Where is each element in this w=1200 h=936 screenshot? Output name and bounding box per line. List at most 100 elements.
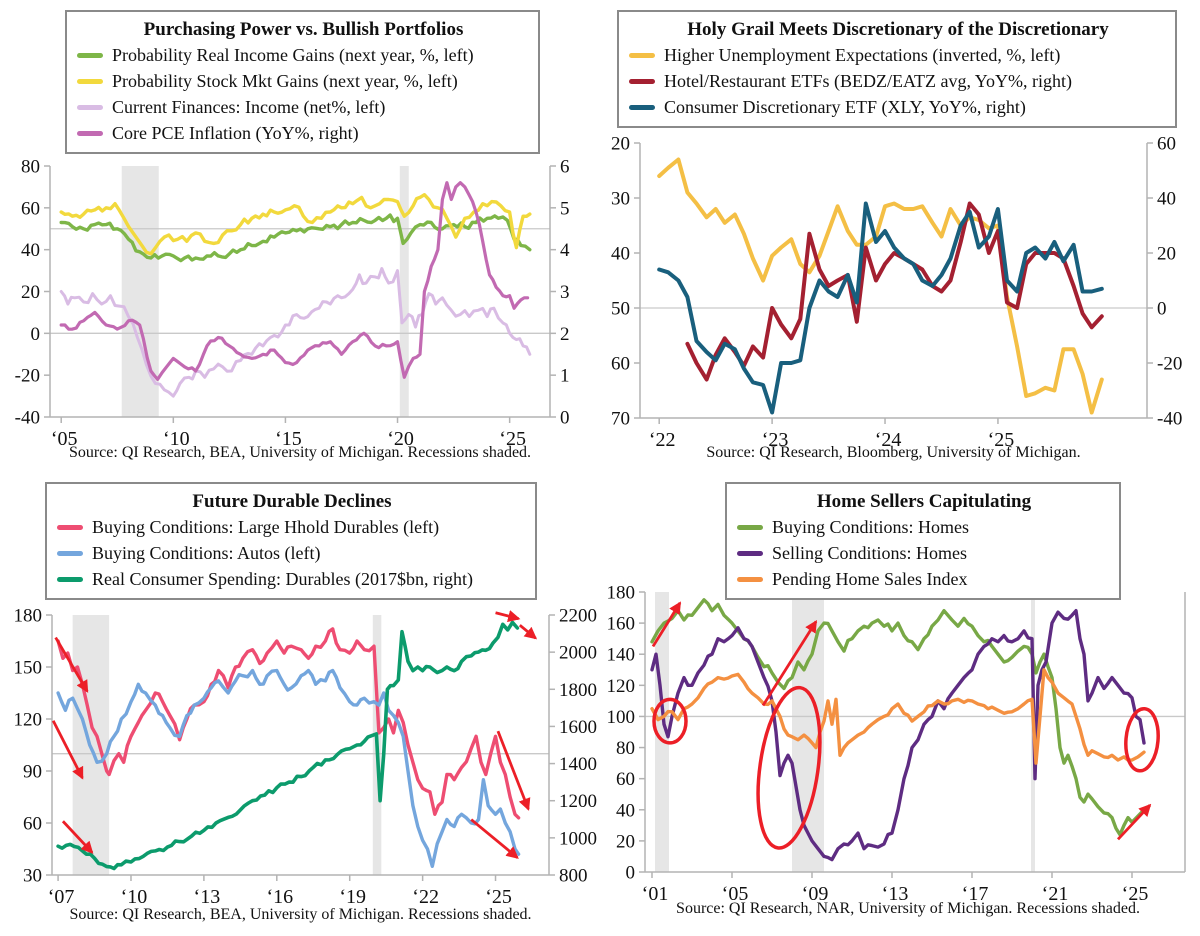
legend-label: Hotel/Restaurant ETFs (BEDZ/EATZ avg, Yo…	[664, 71, 1072, 91]
chart-title: Future Durable Declines	[192, 491, 392, 512]
svg-text:-20: -20	[1157, 354, 1182, 375]
svg-text:‘07: ‘07	[48, 886, 75, 908]
chart-panel-purchasing-power: Purchasing Power vs. Bullish Portfolios …	[0, 0, 600, 468]
legend-swatch-icon	[737, 576, 763, 582]
svg-text:50: 50	[611, 299, 630, 320]
legend-label: Selling Conditions: Homes	[772, 543, 968, 563]
legend-label: Probability Stock Mkt Gains (next year, …	[112, 71, 458, 91]
legend-item: Buying Conditions: Large Hhold Durables …	[57, 514, 527, 540]
svg-text:20: 20	[611, 134, 630, 155]
svg-text:‘23: ‘23	[762, 429, 789, 451]
svg-text:‘10: ‘10	[121, 886, 148, 908]
svg-text:‘09: ‘09	[802, 883, 829, 905]
svg-text:‘20: ‘20	[387, 428, 414, 450]
svg-text:0: 0	[626, 863, 636, 884]
svg-text:‘22: ‘22	[649, 429, 676, 451]
legend-label: Buying Conditions: Large Hhold Durables …	[92, 517, 440, 537]
legend-swatch-icon	[737, 550, 763, 556]
svg-text:2200: 2200	[559, 606, 597, 627]
svg-text:0: 0	[560, 408, 570, 429]
legend-box: Purchasing Power vs. Bullish Portfolios …	[65, 10, 540, 154]
svg-text:120: 120	[607, 676, 636, 697]
svg-text:20: 20	[21, 282, 40, 303]
chart-canvas: 80 60 40 20 0 -20 -40 6 5 4 3 2 1 0 ‘05 ‘10 ‘15 ‘20 ‘25	[15, 157, 570, 451]
svg-text:‘25: ‘25	[1122, 883, 1149, 905]
source-note: Source: QI Research, Bloomberg, Universi…	[706, 444, 1081, 461]
legend-label: Consumer Discretionary ETF (XLY, YoY%, r…	[664, 97, 1026, 117]
svg-text:60: 60	[1157, 134, 1176, 155]
svg-text:6: 6	[560, 157, 570, 178]
svg-text:‘25: ‘25	[485, 886, 512, 908]
legend-item: Buying Conditions: Autos (left)	[57, 540, 527, 566]
svg-text:100: 100	[607, 707, 636, 728]
svg-text:80: 80	[21, 157, 40, 178]
svg-text:40: 40	[611, 244, 630, 265]
svg-text:60: 60	[616, 769, 635, 790]
legend-swatch-icon	[57, 524, 83, 530]
svg-text:‘13: ‘13	[194, 886, 221, 908]
svg-text:60: 60	[23, 814, 42, 835]
legend-label: Probability Real Income Gains (next year…	[112, 45, 474, 65]
svg-text:2: 2	[560, 324, 570, 345]
legend-items: Higher Unemployment Expectations (invert…	[629, 42, 1167, 120]
legend-item: Hotel/Restaurant ETFs (BEDZ/EATZ avg, Yo…	[629, 68, 1167, 94]
chart-panel-future-durable: Future Durable Declines Buying Condition…	[0, 468, 600, 936]
legend-item: Probability Real Income Gains (next year…	[77, 42, 530, 68]
svg-text:60: 60	[21, 198, 40, 219]
legend-box: Future Durable Declines Buying Condition…	[45, 482, 537, 600]
svg-text:5: 5	[560, 198, 570, 219]
svg-text:90: 90	[23, 762, 42, 783]
legend-item: Selling Conditions: Homes	[737, 540, 1111, 566]
svg-text:0: 0	[31, 324, 41, 345]
svg-text:‘24: ‘24	[875, 429, 902, 451]
legend-swatch-icon	[629, 78, 655, 84]
source-note: Source: QI Research, BEA, University of …	[69, 906, 532, 923]
svg-text:2000: 2000	[559, 643, 597, 664]
legend-swatch-icon	[57, 550, 83, 556]
chart-canvas: 180 160 140 120 100 80 60 40 20 0 ‘01 ‘05 ‘09 ‘13 ‘17 ‘…	[607, 583, 1186, 905]
svg-text:180: 180	[607, 583, 636, 604]
svg-text:1200: 1200	[559, 791, 597, 812]
legend-swatch-icon	[57, 576, 83, 582]
legend-items: Buying Conditions: Large Hhold Durables …	[57, 514, 527, 592]
legend-swatch-icon	[77, 78, 103, 84]
legend-label: Buying Conditions: Homes	[772, 517, 970, 537]
svg-text:30: 30	[611, 189, 630, 210]
svg-text:180: 180	[14, 606, 43, 627]
svg-text:80: 80	[616, 738, 635, 759]
svg-text:‘25: ‘25	[988, 429, 1015, 451]
legend-label: Real Consumer Spending: Durables (2017$b…	[92, 569, 473, 589]
legend-item: Core PCE Inflation (YoY%, right)	[77, 120, 530, 146]
legend-swatch-icon	[77, 104, 103, 110]
svg-text:1000: 1000	[559, 828, 597, 849]
svg-text:‘21: ‘21	[1042, 883, 1069, 905]
chart-title: Purchasing Power vs. Bullish Portfolios	[143, 19, 464, 40]
legend-swatch-icon	[629, 52, 655, 58]
svg-text:‘15: ‘15	[275, 428, 302, 450]
svg-text:‘01: ‘01	[642, 883, 669, 905]
legend-box: Holy Grail Meets Discretionary of the Di…	[617, 10, 1177, 128]
svg-text:‘16: ‘16	[266, 886, 293, 908]
legend-item: Current Finances: Income (net%, left)	[77, 94, 530, 120]
svg-text:1800: 1800	[559, 680, 597, 701]
svg-text:‘25: ‘25	[499, 428, 526, 450]
svg-text:120: 120	[14, 710, 43, 731]
svg-text:1600: 1600	[559, 717, 597, 738]
legend-item: Probability Stock Mkt Gains (next year, …	[77, 68, 530, 94]
chart-canvas: 180 150 120 90 60 30 2200 2000 1800 1600 1400 1200 1…	[14, 606, 598, 909]
chart-panel-home-sellers: Home Sellers Capitulating Buying Conditi…	[600, 468, 1200, 936]
svg-text:-40: -40	[1157, 409, 1182, 430]
svg-text:‘13: ‘13	[882, 883, 909, 905]
legend-label: Core PCE Inflation (YoY%, right)	[112, 123, 359, 143]
legend-label: Higher Unemployment Expectations (invert…	[664, 45, 1061, 65]
svg-text:160: 160	[607, 614, 636, 635]
svg-text:40: 40	[21, 240, 40, 261]
legend-label: Current Finances: Income (net%, left)	[112, 97, 386, 117]
svg-text:‘05: ‘05	[722, 883, 749, 905]
svg-text:60: 60	[611, 354, 630, 375]
legend-swatch-icon	[737, 524, 763, 530]
svg-text:3: 3	[560, 282, 570, 303]
svg-text:0: 0	[1157, 299, 1167, 320]
svg-text:40: 40	[1157, 189, 1176, 210]
